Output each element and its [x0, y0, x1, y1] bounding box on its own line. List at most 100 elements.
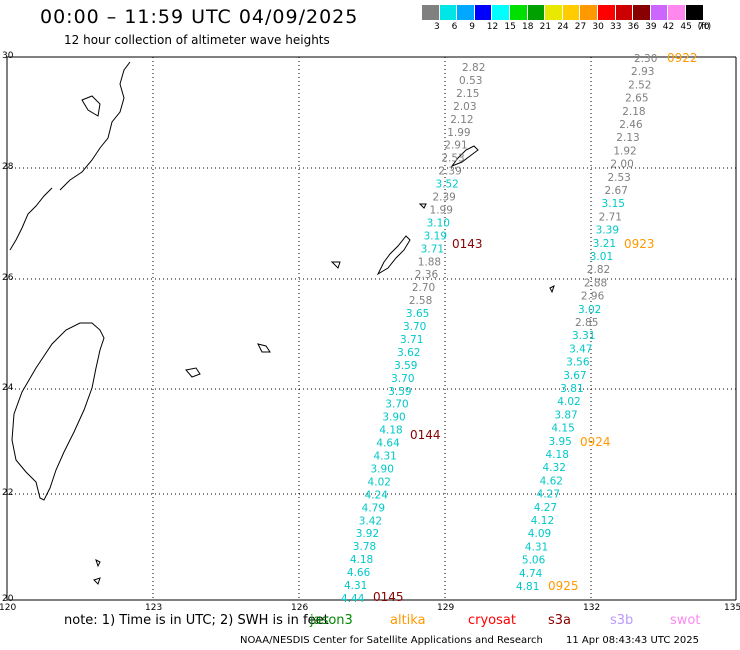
legend-swatch [650, 5, 669, 20]
swh-label: 4.27 [537, 489, 560, 501]
satellite-cryosat: cryosat [468, 613, 516, 628]
swh-label: 3.39 [596, 225, 619, 237]
swh-label: 3.87 [554, 409, 577, 421]
swh-label: 3.31 [572, 330, 595, 342]
swh-label: 0.53 [459, 75, 482, 87]
swh-label: 3.52 [435, 179, 458, 191]
legend-swatch [562, 5, 581, 20]
island-okinawa [376, 235, 411, 276]
color-legend [422, 5, 704, 20]
swh-label: 3.92 [356, 528, 379, 540]
swh-label: 2.82 [462, 62, 485, 74]
swh-label: 3.42 [359, 515, 382, 527]
track-left: 2.820.532.152.032.121.992.912.532.393.52… [341, 62, 485, 605]
satellite-jason3: jason3 [310, 613, 353, 628]
legend-swatch [615, 5, 634, 20]
satellite-s3a: s3a [548, 613, 572, 628]
legend-label: 36 [627, 22, 640, 32]
lon-label: 126 [291, 603, 309, 613]
swh-label: 4.02 [557, 396, 580, 408]
swh-label: 2.88 [584, 277, 607, 289]
swh-label: 4.81 [516, 581, 539, 593]
swh-label: 2.65 [625, 93, 648, 105]
legend-label: 39 [645, 22, 657, 32]
swh-label: 3.90 [382, 412, 405, 424]
swh-label: 4.18 [350, 554, 373, 566]
swh-label: 5.06 [522, 555, 546, 567]
kyushu-west-coast [59, 61, 131, 191]
legend-label: 12 [486, 22, 499, 32]
credit-line: NOAA/NESDIS Center for Satellite Applica… [240, 635, 543, 646]
legend-swatch [439, 5, 458, 20]
lat-label: 26 [2, 273, 14, 283]
swh-label: 4.62 [540, 475, 563, 487]
swh-label: 3.10 [427, 217, 450, 229]
island-small-6 [549, 285, 555, 294]
legend-label: 21 [539, 22, 552, 32]
swh-label: 4.31 [373, 451, 396, 463]
generated-timestamp: 11 Apr 08:43:43 UTC 2025 [566, 635, 699, 646]
island-small-1 [257, 343, 271, 353]
island-small-5 [95, 559, 101, 568]
island-small-2 [330, 261, 341, 269]
swh-label: 4.31 [344, 580, 367, 592]
legend-label: 24 [557, 22, 569, 32]
swh-label: 2.30 [634, 53, 657, 65]
legend-swatch [545, 5, 563, 20]
satellite-swot: swot [670, 613, 701, 628]
legend-swatch [422, 5, 440, 20]
legend-swatch [474, 5, 493, 20]
swh-label: 2.93 [631, 66, 654, 78]
swh-label: 4.31 [525, 541, 548, 553]
swh-label: 3.02 [578, 304, 601, 316]
legend-label: 70 [698, 22, 710, 32]
swh-label: 2.03 [453, 101, 476, 113]
map-title: 00:00 – 11:59 UTC 04/09/2025 [40, 6, 359, 28]
legend-swatch [668, 5, 686, 20]
swh-label: 2.70 [412, 282, 435, 294]
swh-label: 2.39 [432, 192, 455, 204]
legend-label: 45 [680, 22, 692, 32]
swh-label: 3.71 [421, 243, 444, 255]
swh-label: 4.18 [546, 449, 569, 461]
legend-swatch [580, 5, 598, 20]
swh-label: 3.01 [590, 251, 613, 263]
island-small-4 [93, 577, 101, 585]
legend-label: 18 [522, 22, 534, 32]
swh-label: 4.74 [519, 568, 543, 580]
china-coast-north [9, 187, 53, 251]
swh-label: 3.70 [385, 399, 408, 411]
satellite-altika: altika [390, 613, 426, 628]
taiwan-coast [11, 322, 105, 501]
swh-label: 2.36 [415, 269, 439, 281]
swh-label: 1.88 [418, 256, 441, 268]
swh-label: 4.09 [528, 528, 551, 540]
swh-label: 2.85 [575, 317, 598, 329]
swh-label: 2.96 [581, 291, 605, 303]
legend-swatch [492, 5, 510, 20]
swh-label: 2.46 [619, 119, 643, 131]
swh-label: 2.13 [616, 132, 639, 144]
lon-label: 135 [724, 603, 740, 613]
pass-time-label: 0923 [624, 237, 655, 251]
legend-label: (ft) [697, 22, 712, 32]
swh-label: 3.71 [400, 334, 423, 346]
track-time-labels: 0143 0144 0145 0922 0923 0924 0925 [373, 51, 698, 604]
lat-label: 20 [2, 594, 14, 604]
lat-label: 24 [2, 383, 14, 393]
swh-label: 2.39 [438, 166, 461, 178]
swh-label: 4.64 [376, 438, 400, 450]
swh-label: 3.70 [391, 373, 414, 385]
track-right: 2.302.932.52 2.652.182.462.131.92 2.002.53… [516, 53, 657, 593]
lon-label: 132 [583, 603, 601, 613]
swh-label: 2.15 [456, 88, 479, 100]
legend-swatch [457, 5, 475, 20]
pass-time-label: 0922 [667, 51, 698, 65]
swh-label: 4.32 [543, 462, 566, 474]
lat-label: 30 [2, 51, 14, 61]
legend-label: 42 [662, 22, 675, 32]
swh-label: 2.82 [587, 264, 610, 276]
swh-label: 2.67 [605, 185, 628, 197]
swh-label: 1.99 [430, 204, 453, 216]
